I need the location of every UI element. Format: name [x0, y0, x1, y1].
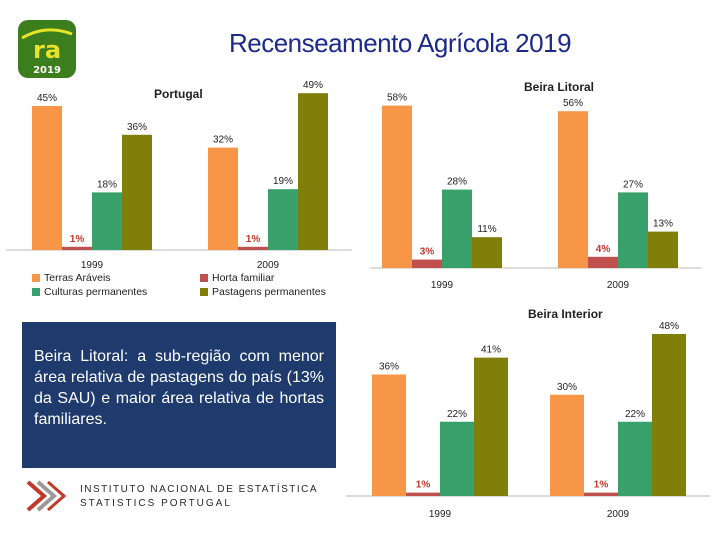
bar-pastagens-permanentes-2009	[652, 334, 686, 496]
logo-text: ra	[33, 36, 61, 64]
bar-horta-familiar-2009	[238, 246, 268, 250]
chart-portugal: Portugal 45% 1% 18% 36% 1999 32% 1% 19% 49% 2009	[6, 80, 352, 271]
legend-label: Culturas permanentes	[44, 286, 148, 298]
bar-pastagens-permanentes-2009	[298, 93, 328, 250]
data-label: 13%	[653, 219, 673, 230]
tick-label: 2009	[607, 509, 630, 520]
legend-label: Pastagens permanentes	[212, 286, 326, 298]
ine-logo: INSTITUTO NACIONAL DE ESTATÍSTICA STATIS…	[24, 478, 317, 514]
chart-title: Beira Interior	[528, 307, 603, 321]
ine-name: INSTITUTO NACIONAL DE ESTATÍSTICA	[80, 484, 319, 495]
chart-title: Beira Litoral	[524, 80, 594, 94]
bar-pastagens-permanentes-1999	[122, 134, 152, 250]
data-label: 1%	[594, 480, 609, 491]
bar-terras-araveis-2009	[208, 147, 238, 250]
legend-item-horta-familiar: Horta familiar	[200, 272, 274, 284]
bar-culturas-permanentes-1999	[92, 192, 122, 250]
bar-terras-araveis-2009	[558, 111, 588, 268]
data-label: 45%	[37, 93, 57, 104]
legend-swatch	[200, 288, 208, 296]
bar-horta-familiar-2009	[588, 256, 618, 268]
data-label: 18%	[97, 179, 117, 190]
legend-label: Terras Aráveis	[44, 272, 111, 284]
tick-label: 2009	[257, 260, 280, 271]
tick-label: 2009	[607, 280, 630, 291]
data-label: 19%	[273, 176, 293, 187]
data-label: 1%	[246, 234, 261, 245]
data-label: 4%	[596, 244, 611, 255]
data-label: 49%	[303, 80, 323, 91]
bar-horta-familiar-2009	[584, 492, 618, 496]
data-label: 30%	[557, 382, 577, 393]
data-label: 1%	[416, 480, 431, 491]
bar-terras-araveis-2009	[550, 394, 584, 496]
ine-subname: STATISTICS PORTUGAL	[80, 498, 232, 509]
ine-emblem-icon	[26, 480, 67, 512]
legend-item-pastagens-permanentes: Pastagens permanentes	[200, 286, 326, 298]
tick-label: 1999	[431, 280, 454, 291]
bar-horta-familiar-1999	[62, 246, 92, 250]
bar-terras-araveis-1999	[32, 106, 62, 250]
data-label: 22%	[447, 409, 467, 420]
data-label: 11%	[477, 224, 496, 235]
legend-item-terras-araveis: Terras Aráveis	[32, 272, 111, 284]
chart-beira-interior: Beira Interior 36% 1% 22% 41% 1999 30% 1% 22% 48%…	[346, 307, 710, 520]
chart-title: Portugal	[154, 87, 203, 101]
data-label: 48%	[659, 321, 679, 332]
bar-culturas-permanentes-2009	[618, 192, 648, 268]
data-label: 1%	[70, 234, 85, 245]
data-label: 3%	[420, 247, 435, 258]
bar-pastagens-permanentes-2009	[648, 231, 678, 268]
bar-terras-araveis-1999	[382, 105, 412, 268]
bar-horta-familiar-1999	[412, 259, 442, 268]
bar-culturas-permanentes-2009	[268, 189, 298, 250]
data-label: 27%	[623, 179, 643, 190]
bar-pastagens-permanentes-1999	[472, 237, 502, 268]
data-label: 22%	[625, 409, 645, 420]
data-label: 56%	[563, 98, 583, 109]
data-label: 28%	[447, 177, 467, 188]
bar-culturas-permanentes-1999	[442, 189, 472, 268]
bar-terras-araveis-1999	[372, 374, 406, 496]
ra2019-logo: ra 2019	[18, 20, 76, 78]
note-box: Beira Litoral: a sub-região com menor ár…	[22, 322, 336, 468]
legend-swatch	[32, 274, 40, 282]
bar-pastagens-permanentes-1999	[474, 357, 508, 496]
bar-horta-familiar-1999	[406, 492, 440, 496]
data-label: 41%	[481, 345, 501, 356]
legend-item-culturas-permanentes: Culturas permanentes	[32, 286, 147, 298]
chart-beira-litoral: Beira Litoral 58% 3% 28% 11% 1999 56% 4% 27% 13% 2…	[370, 80, 702, 291]
data-label: 32%	[213, 135, 233, 146]
logo-year: 2019	[33, 65, 61, 76]
tick-label: 1999	[81, 260, 104, 271]
bar-culturas-permanentes-1999	[440, 421, 474, 496]
tick-label: 1999	[429, 509, 452, 520]
data-label: 36%	[127, 122, 147, 133]
data-label: 36%	[379, 362, 399, 373]
bar-culturas-permanentes-2009	[618, 421, 652, 496]
page-title: Recenseamento Agrícola 2019	[228, 28, 572, 58]
legend-swatch	[32, 288, 40, 296]
legend-swatch	[200, 274, 208, 282]
legend-label: Horta familiar	[212, 272, 275, 284]
data-label: 58%	[387, 93, 407, 104]
